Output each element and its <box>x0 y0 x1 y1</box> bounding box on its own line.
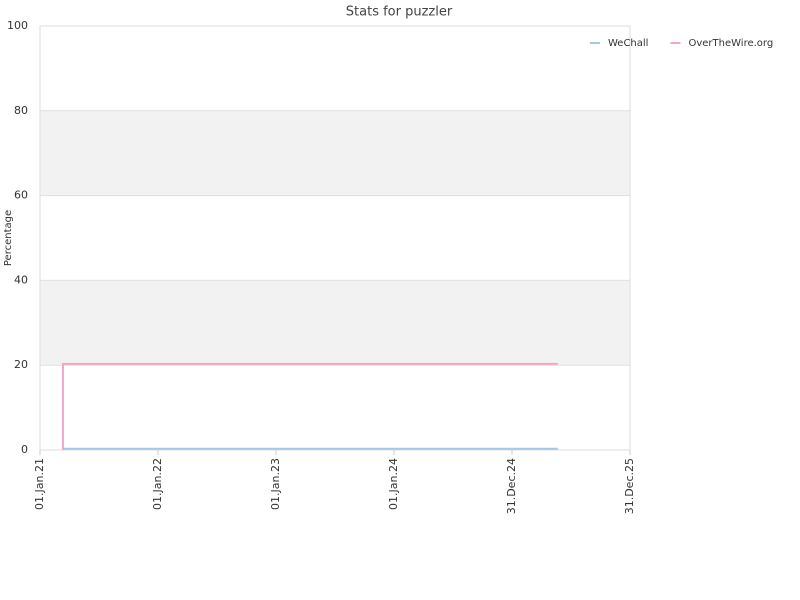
x-tick-label: 31.Dec.24 <box>505 458 518 514</box>
x-tick-label: 31.Dec.25 <box>623 458 636 514</box>
grid-band <box>40 110 630 196</box>
y-tick-label: 100 <box>7 19 28 32</box>
legend-label: WeChall <box>608 38 648 49</box>
y-tick-label: 40 <box>14 273 28 286</box>
chart-title: Stats for puzzler <box>346 5 453 20</box>
legend-label: OverTheWire.org <box>688 38 773 49</box>
y-tick-label: 60 <box>14 189 28 202</box>
x-tick-label: 01.Jan.23 <box>269 458 282 510</box>
y-axis-label: Percentage <box>3 210 14 266</box>
plot-frame <box>39 25 631 451</box>
y-tick-label: 80 <box>14 104 28 117</box>
y-tick-label: 0 <box>21 443 28 456</box>
grid-band <box>40 280 630 366</box>
series-line <box>61 362 558 450</box>
y-tick-label: 20 <box>14 358 28 371</box>
x-tick-label: 01.Jan.21 <box>33 458 46 510</box>
x-tick-label: 01.Jan.22 <box>151 458 164 510</box>
x-tick-label: 01.Jan.24 <box>387 458 400 510</box>
